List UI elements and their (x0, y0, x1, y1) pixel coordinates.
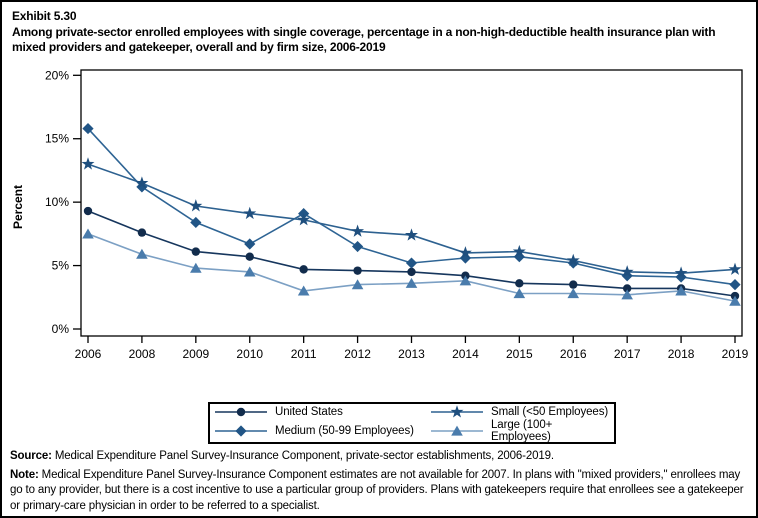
marker-large (729, 295, 741, 306)
x-tick-label: 2014 (452, 347, 479, 361)
marker-us (569, 280, 578, 289)
legend-label: Medium (50-99 Employees) (275, 425, 414, 437)
y-tick-label: 15% (45, 132, 69, 146)
x-tick-label: 2008 (129, 347, 156, 361)
x-tick-label: 2017 (614, 347, 641, 361)
marker-small (458, 246, 472, 259)
marker-large (567, 288, 580, 299)
marker-medium (729, 279, 741, 291)
marker-large (621, 289, 633, 300)
legend-marker-star-icon (431, 405, 483, 418)
footer: Source: Medical Expenditure Panel Survey… (10, 449, 754, 514)
marker-medium (675, 271, 687, 283)
marker-us (353, 266, 362, 275)
x-tick-label: 2012 (344, 347, 371, 361)
marker-us (236, 407, 246, 417)
marker-us (191, 247, 201, 256)
marker-small (405, 228, 418, 241)
legend-item-medium: Medium (50-99 Employees) (214, 419, 430, 443)
marker-large (459, 275, 472, 286)
y-tick-label: 5% (52, 259, 70, 273)
marker-medium (82, 122, 94, 135)
x-tick-label: 2010 (236, 347, 263, 361)
marker-large (451, 425, 463, 436)
x-tick-label: 2015 (506, 347, 533, 361)
marker-small (297, 213, 311, 226)
legend-item-small: Small (<50 Employees) (430, 405, 610, 419)
legend-marker-diamond-icon (215, 425, 267, 437)
title-block: Exhibit 5.30 Among private-sector enroll… (12, 9, 724, 55)
chart-svg: 0% 5% 10% 15% 20% 2006 2008 2009 2010 2011 2012 201… (45, 68, 749, 361)
legend-item-large: Large (100+ Employees) (430, 419, 610, 443)
marker-large (82, 228, 94, 239)
exhibit-number: Exhibit 5.30 (12, 9, 77, 23)
marker-us (299, 265, 308, 274)
marker-us (245, 252, 254, 261)
note-label: Note: (10, 468, 39, 481)
source-line: Source: Medical Expenditure Panel Survey… (10, 449, 754, 465)
x-tick-label: 2016 (560, 347, 587, 361)
series-line-small (87, 163, 736, 275)
legend-marker-circle-icon (215, 407, 267, 417)
x-tick-label: 2006 (75, 347, 102, 361)
x-tick-label: 2018 (668, 347, 695, 361)
marker-medium (190, 216, 202, 229)
legend: United States Small (<50 Employees) Medium… (208, 402, 616, 444)
marker-small (351, 224, 365, 237)
x-tick-label: 2019 (722, 347, 749, 361)
y-tick-label: 20% (45, 68, 69, 82)
note-line: Note: Medical Expenditure Panel Survey-I… (10, 468, 754, 515)
marker-small (243, 206, 257, 220)
marker-large (243, 266, 256, 277)
legend-label: Large (100+ Employees) (491, 419, 553, 443)
marker-small (81, 157, 95, 170)
source-text: Medical Expenditure Panel Survey-Insuran… (51, 450, 554, 462)
marker-medium (351, 240, 364, 253)
marker-small (566, 253, 580, 266)
marker-medium (235, 425, 247, 437)
marker-large (351, 279, 364, 290)
y-tick-label: 0% (52, 322, 70, 336)
x-tick-label: 2011 (291, 347, 317, 361)
marker-small (620, 265, 634, 278)
legend-label: Small (<50 Employees) (491, 406, 609, 418)
y-axis-label: Percent (11, 184, 26, 230)
marker-small (728, 262, 742, 275)
marker-large (513, 288, 526, 299)
y-tick-label: 10% (45, 195, 69, 209)
marker-small (450, 405, 464, 418)
note-text: Medical Expenditure Panel Survey-Insuran… (10, 468, 744, 512)
marker-large (297, 285, 310, 296)
marker-medium (405, 257, 418, 269)
marker-medium (244, 238, 256, 250)
marker-small (674, 266, 688, 279)
x-tick-label: 2013 (398, 347, 425, 361)
marker-us (407, 267, 416, 277)
marker-small (189, 199, 203, 212)
plot-box (80, 69, 743, 337)
marker-us (515, 279, 524, 288)
marker-medium (621, 270, 633, 282)
marker-small (135, 176, 149, 189)
marker-large (405, 277, 418, 288)
marker-large (675, 285, 687, 296)
chart-title: Among private-sector enrolled employees … (12, 25, 716, 54)
marker-us (622, 284, 632, 293)
marker-large (190, 262, 202, 273)
marker-large (136, 248, 148, 259)
source-label: Source: (10, 450, 52, 462)
marker-small (512, 244, 526, 258)
marker-us (83, 206, 93, 216)
legend-marker-triangle-icon (431, 425, 483, 436)
marker-us (137, 228, 147, 237)
x-tick-label: 2009 (182, 347, 209, 361)
legend-label: United States (275, 406, 343, 418)
legend-item-us: United States (214, 405, 430, 419)
